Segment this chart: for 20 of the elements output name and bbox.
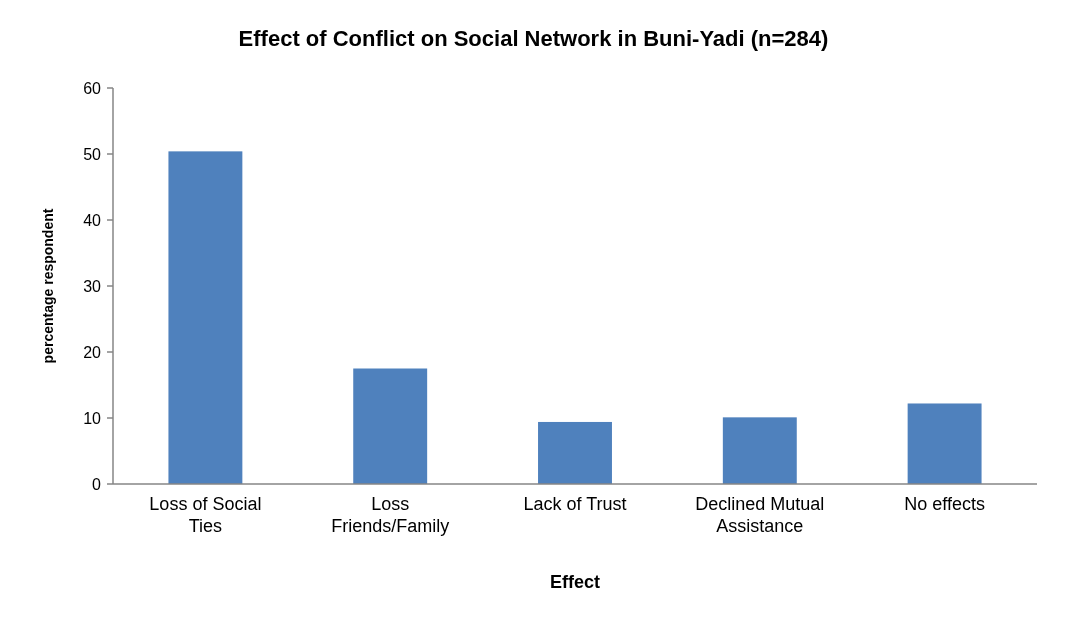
bar bbox=[353, 368, 428, 484]
bar bbox=[168, 151, 243, 484]
x-tick-label: No effects bbox=[904, 494, 985, 514]
y-axis-title: percentage respondent bbox=[40, 208, 56, 364]
chart-title: Effect of Conflict on Social Network in Buni-Yadi (n=284) bbox=[238, 26, 829, 51]
bar bbox=[538, 421, 612, 484]
x-tick-label: Lack of Trust bbox=[523, 494, 627, 514]
y-tick-label: 40 bbox=[83, 211, 102, 229]
y-tick-label: 50 bbox=[83, 145, 102, 163]
x-tick-label: Declined Mutual Assistance bbox=[695, 494, 825, 536]
y-tick-label: 30 bbox=[83, 277, 102, 295]
bar bbox=[907, 403, 982, 484]
bar bbox=[722, 417, 797, 484]
y-tick-label: 20 bbox=[83, 343, 102, 361]
y-tick-label: 60 bbox=[83, 79, 102, 97]
y-tick-label: 0 bbox=[92, 475, 102, 493]
y-tick-label: 10 bbox=[83, 409, 102, 427]
x-tick-label: Loss of Social Ties bbox=[149, 494, 262, 536]
x-axis-title: Effect bbox=[549, 572, 601, 592]
x-tick-label: Loss Friends/Family bbox=[331, 494, 450, 536]
